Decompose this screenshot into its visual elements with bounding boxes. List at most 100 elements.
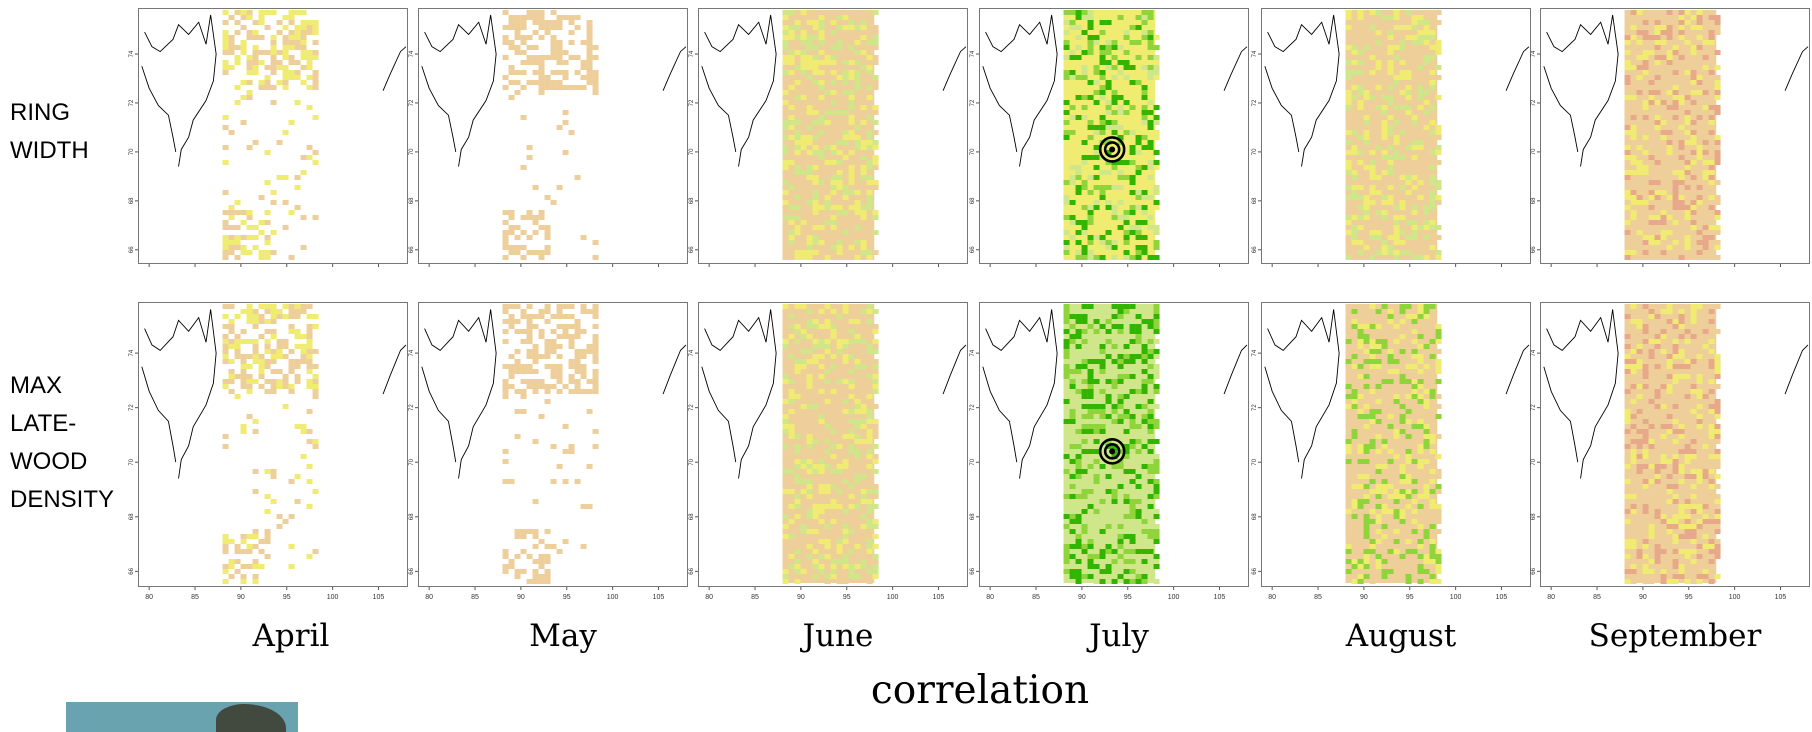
correlation-cell [1094, 454, 1100, 459]
correlation-cell [837, 539, 843, 544]
correlation-cell [1685, 145, 1691, 150]
correlation-cell [235, 314, 241, 319]
correlation-cell [1679, 10, 1685, 15]
correlation-cell [783, 524, 789, 529]
correlation-cell [235, 559, 241, 564]
correlation-cell [289, 514, 295, 519]
correlation-cell [1667, 559, 1673, 564]
y-tick-label: 68 [1252, 513, 1258, 520]
correlation-cell [795, 304, 801, 309]
correlation-cell [1667, 25, 1673, 30]
correlation-cell [1124, 75, 1130, 80]
correlation-cell [1112, 494, 1118, 499]
correlation-cell [843, 499, 849, 504]
correlation-cell [1088, 40, 1094, 45]
correlation-cell [1418, 464, 1424, 469]
correlation-cell [229, 574, 235, 579]
correlation-cell [1661, 454, 1667, 459]
correlation-cell [1424, 255, 1430, 260]
correlation-cell [1352, 464, 1358, 469]
correlation-cell [1679, 564, 1685, 569]
row-label-max-latewood-density: MAX LATE- WOOD DENSITY [10, 367, 114, 519]
correlation-cell [1394, 15, 1400, 20]
correlation-cell [1142, 454, 1148, 459]
correlation-cell [1394, 185, 1400, 190]
correlation-cell [1643, 55, 1649, 60]
correlation-cell [521, 20, 527, 25]
correlation-cell [861, 344, 867, 349]
correlation-cell [1631, 250, 1637, 255]
correlation-cell [1703, 374, 1709, 379]
correlation-cell [1418, 85, 1424, 90]
correlation-cell [229, 559, 235, 564]
correlation-cell [1088, 190, 1094, 195]
correlation-cell [295, 100, 301, 105]
correlation-cell [1148, 70, 1154, 75]
correlation-cell [1154, 245, 1160, 250]
correlation-cell [831, 559, 837, 564]
correlation-cell [1643, 424, 1649, 429]
correlation-cell [271, 60, 277, 65]
correlation-cell [1352, 494, 1358, 499]
correlation-cell [1070, 344, 1076, 349]
correlation-cell [843, 25, 849, 30]
correlation-cell [1070, 519, 1076, 524]
correlation-cell [1436, 514, 1442, 519]
correlation-cell [1376, 339, 1382, 344]
correlation-cell [1643, 60, 1649, 65]
correlation-cell [867, 205, 873, 210]
correlation-cell [795, 165, 801, 170]
correlation-cell [235, 85, 241, 90]
correlation-cell [1370, 150, 1376, 155]
correlation-cell [801, 349, 807, 354]
correlation-cell [289, 364, 295, 369]
correlation-cell [795, 225, 801, 230]
correlation-cell [807, 150, 813, 155]
correlation-cell [223, 40, 229, 45]
correlation-cell [1352, 454, 1358, 459]
correlation-cell [515, 364, 521, 369]
correlation-cell [1070, 25, 1076, 30]
correlation-cell [1709, 165, 1715, 170]
correlation-cell [795, 394, 801, 399]
correlation-cell [1070, 215, 1076, 220]
correlation-cell [1376, 504, 1382, 509]
correlation-cell [1406, 409, 1412, 414]
correlation-cell [1673, 449, 1679, 454]
correlation-cell [873, 250, 879, 255]
correlation-cell [1112, 105, 1118, 110]
correlation-cell [795, 130, 801, 135]
correlation-cell [1118, 544, 1124, 549]
correlation-cell [1100, 464, 1106, 469]
correlation-cell [819, 339, 825, 344]
correlation-cell [295, 334, 301, 339]
correlation-cell [283, 35, 289, 40]
correlation-cell [1715, 50, 1721, 55]
correlation-cell [831, 364, 837, 369]
correlation-cell [1679, 524, 1685, 529]
correlation-cell [557, 344, 563, 349]
correlation-cell [1352, 504, 1358, 509]
correlation-cell [1685, 469, 1691, 474]
correlation-cell [1436, 559, 1442, 564]
correlation-cell [1382, 230, 1388, 235]
correlation-cell [1106, 25, 1112, 30]
correlation-cell [1070, 474, 1076, 479]
correlation-cell [1388, 185, 1394, 190]
correlation-cell [1088, 155, 1094, 160]
correlation-cell [229, 210, 235, 215]
correlation-cell [575, 479, 581, 484]
correlation-cell [1667, 245, 1673, 250]
correlation-cell [1118, 429, 1124, 434]
correlation-cell [241, 579, 247, 584]
correlation-cell [1094, 494, 1100, 499]
correlation-cell [1124, 190, 1130, 195]
correlation-cell [783, 574, 789, 579]
correlation-cell [783, 75, 789, 80]
correlation-cell [1430, 499, 1436, 504]
correlation-cell [837, 210, 843, 215]
correlation-cell [1424, 40, 1430, 45]
correlation-cell [1400, 334, 1406, 339]
correlation-cell [1424, 205, 1430, 210]
correlation-cell [1436, 364, 1442, 369]
